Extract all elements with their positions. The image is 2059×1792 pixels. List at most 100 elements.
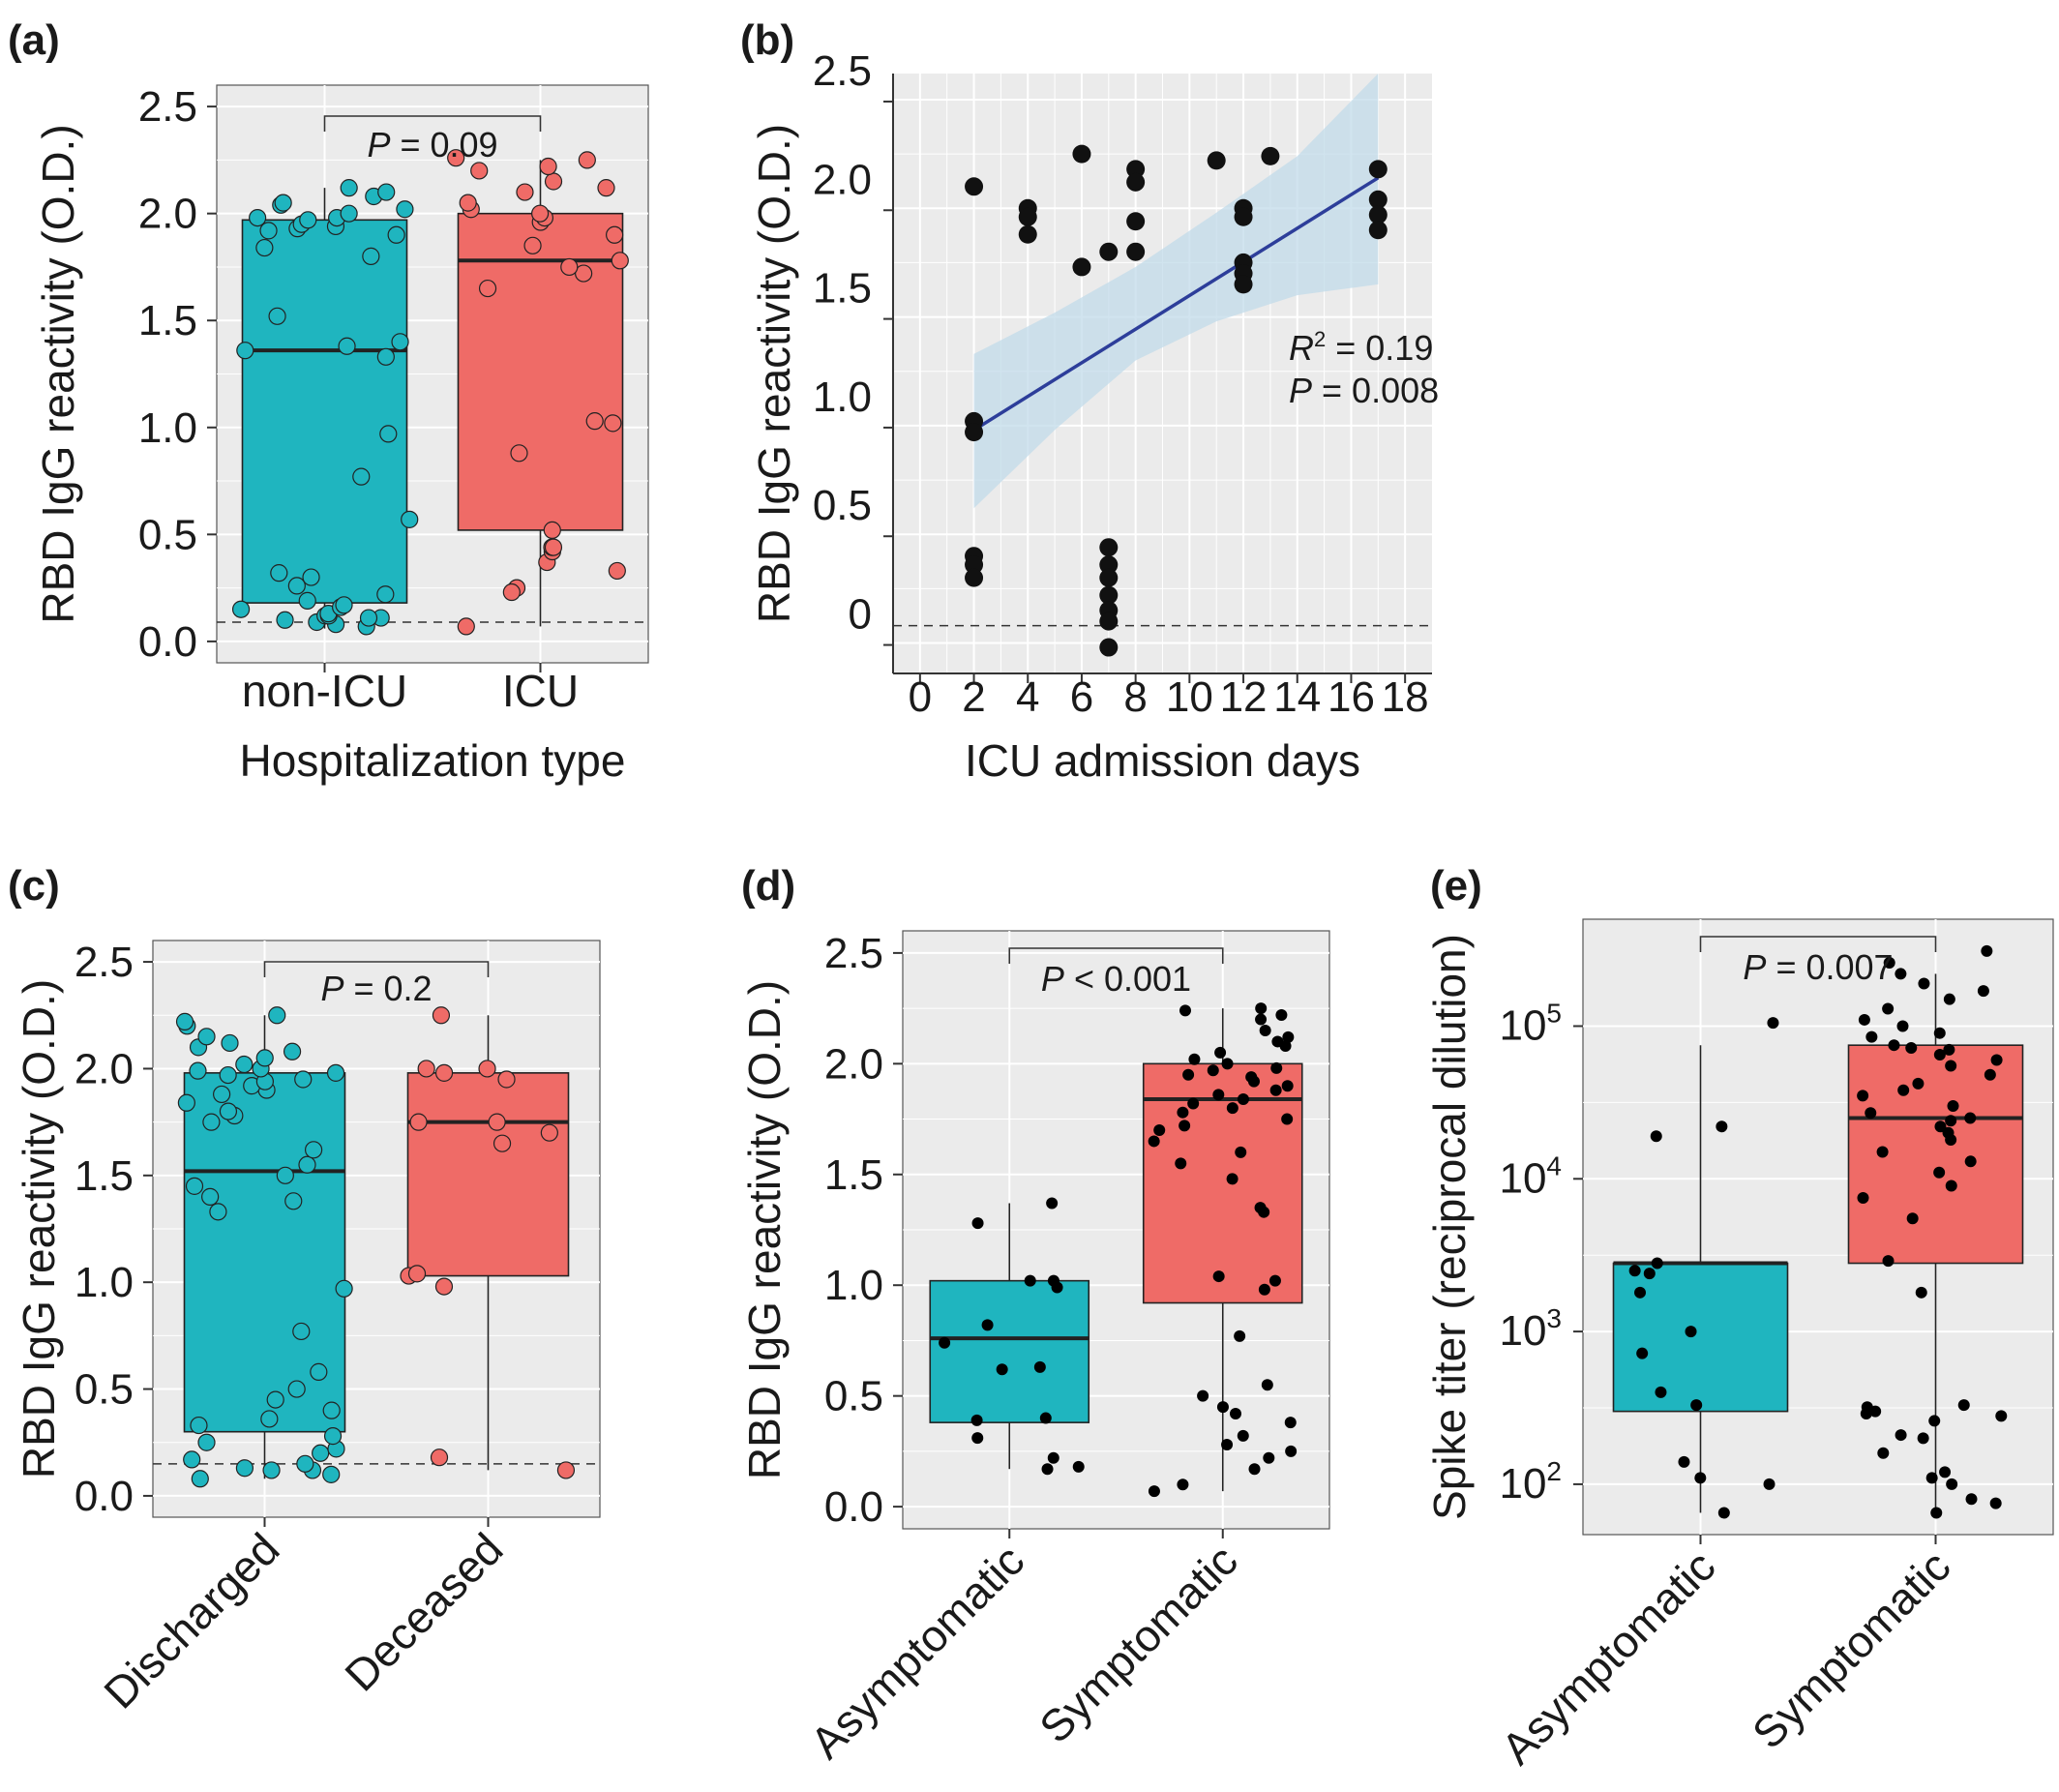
data-point [560,257,579,277]
data-point [1126,242,1146,261]
data-point [1717,1507,1730,1519]
data-point [249,208,267,227]
y-tick-label: 1.0 [813,373,872,421]
data-point [185,1177,204,1195]
data-point [255,238,274,257]
data-point [575,264,593,283]
y-tick-label: 0.0 [75,1473,134,1520]
data-point [1182,1068,1195,1081]
data-point [294,1070,313,1089]
data-point [478,279,497,298]
data-point [1989,1497,2002,1509]
data-point [270,564,288,582]
data-point [310,1362,328,1381]
data-point [1281,1080,1294,1092]
box-iqr [457,212,624,531]
data-point [1990,1054,2003,1066]
data-point [1175,1157,1187,1170]
data-point [457,617,475,636]
data-point [1943,1043,1955,1056]
data-point [1882,1255,1895,1268]
data-point [1177,1106,1189,1119]
data-point [1099,568,1119,587]
x-tick-label: 2 [962,673,985,721]
data-point [391,333,409,351]
data-point [1024,1274,1036,1287]
data-point [322,1465,341,1483]
regression-line [972,176,1380,432]
y-tick-label: 0.5 [824,1373,883,1420]
data-point [608,561,626,581]
data-point [298,591,316,610]
data-point [219,1102,238,1120]
data-point [470,162,489,180]
data-point [266,1390,284,1409]
data-point [338,337,356,355]
y-tick-label: 2.0 [813,156,872,203]
y-tick-label: 1.5 [138,297,197,344]
data-point [1368,190,1388,209]
box-iqr [1142,1062,1303,1304]
data-point [497,1070,516,1089]
data-point [430,1449,449,1467]
data-point [190,1416,208,1435]
y-tick-label: 2.5 [138,83,197,131]
y-tick-label: 104 [1499,1150,1562,1202]
data-point [447,149,465,167]
data-point [283,1042,302,1060]
data-point [1877,1447,1890,1459]
data-point [302,568,320,586]
data-point [1946,1478,1958,1490]
data-point [287,1380,306,1398]
data-point [1917,1432,1929,1445]
data-point [1984,1068,1996,1081]
y-tick-label: 0.0 [824,1483,883,1531]
data-point [387,225,405,244]
data-point [1148,1135,1160,1148]
data-point [1270,1061,1283,1074]
x-tick-label: 12 [1220,673,1268,721]
x-category-label: Symptomatic [1030,1535,1247,1752]
data-point [201,1187,220,1206]
data-point [1259,1025,1271,1036]
data-point [1039,1412,1052,1424]
data-point [1237,1092,1249,1105]
data-point [1928,1415,1941,1427]
data-point [1177,1478,1189,1491]
x-tick-label: 8 [1123,673,1147,721]
data-point [219,1065,237,1085]
data-point [235,1459,254,1478]
data-point [1234,275,1253,294]
data-point [1214,1046,1227,1059]
data-point [965,423,984,442]
data-point [1945,1115,1957,1127]
data-point [606,225,624,244]
data-point [1634,1286,1647,1299]
data-point [1858,1013,1870,1026]
y-tick-label: 2.5 [813,47,872,95]
data-point [255,1049,274,1067]
data-point [1977,985,1989,998]
data-point [1690,1399,1703,1412]
data-point [1882,1002,1895,1015]
data-point [1896,1020,1909,1032]
y-tick-label: 2.0 [75,1045,134,1092]
y-tick-label: 2.5 [824,930,883,977]
data-point [539,157,557,176]
data-point [379,425,398,443]
data-point [1933,1048,1946,1060]
data-point [1957,1399,1970,1412]
data-point [1883,956,1895,969]
data-point [377,183,396,201]
data-point [1188,1053,1201,1065]
data-point [1099,242,1119,261]
data-point [1939,1466,1952,1478]
data-point [1226,1102,1238,1115]
data-point [335,596,353,614]
y-tick-label: 0.5 [75,1366,134,1414]
data-point [1925,1472,1938,1484]
data-point [1857,1192,1869,1205]
y-axis-label: RBD IgG reactivity (O.D.) [33,124,83,623]
x-tick-label: 4 [1016,673,1039,721]
data-point [417,1060,435,1078]
